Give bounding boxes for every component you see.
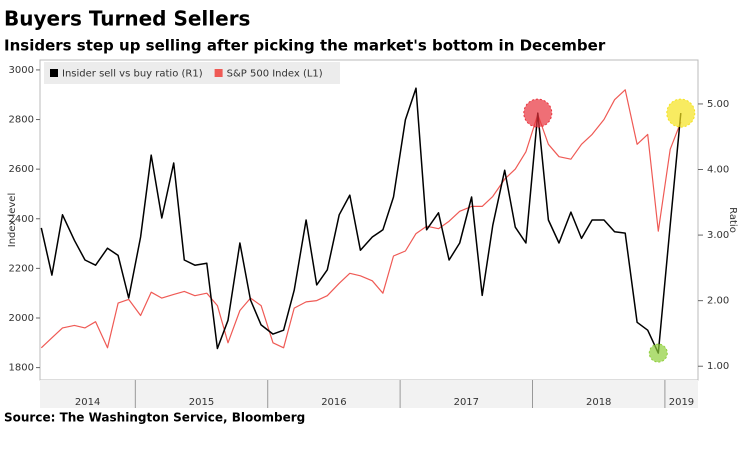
- legend-swatch: [214, 69, 223, 77]
- y-tick-label: 3000: [9, 65, 34, 76]
- x-tick-label: 2018: [586, 397, 611, 408]
- highlight: [648, 343, 668, 363]
- x-tick-label: 2016: [321, 397, 346, 408]
- series-line: [40, 87, 682, 354]
- plot-area: [39, 59, 699, 381]
- x-tick-label: 2019: [669, 397, 694, 408]
- legend-label: Insider sell vs buy ratio (R1): [62, 69, 203, 80]
- y2-axis-label: Ratio: [727, 207, 738, 233]
- y-axis-label: Index level: [7, 193, 18, 248]
- legend-label: S&P 500 Index (L1): [227, 69, 323, 80]
- source: Source: The Washington Service, Bloomber…: [4, 411, 305, 425]
- highlight: [666, 98, 696, 128]
- y2-tick-label: 3.00: [707, 230, 729, 241]
- y-tick-label: 2200: [9, 263, 34, 274]
- y2-tick-label: 4.00: [707, 165, 729, 176]
- y-tick-label: 2600: [9, 164, 34, 175]
- legend-box: [44, 62, 340, 84]
- y-tick-label: 2400: [9, 214, 34, 225]
- y-tick-label: 2800: [9, 115, 34, 126]
- y2-tick-label: 5.00: [707, 99, 729, 110]
- x-tick-label: 2014: [75, 397, 100, 408]
- y2-tick-label: 1.00: [707, 361, 729, 372]
- highlight: [523, 98, 553, 128]
- x-tick-label: 2017: [454, 397, 479, 408]
- x-tick-label: 2015: [189, 397, 214, 408]
- y-tick-label: 2000: [9, 313, 34, 324]
- y-tick-label: 1800: [9, 363, 34, 374]
- x-axis-band: [40, 380, 698, 408]
- legend-swatch: [50, 69, 58, 77]
- series-line: [40, 89, 682, 349]
- chart-title: Buyers Turned Sellers: [4, 7, 250, 31]
- chart-subtitle: Insiders step up selling after picking t…: [4, 37, 606, 55]
- y2-tick-label: 2.00: [707, 296, 729, 307]
